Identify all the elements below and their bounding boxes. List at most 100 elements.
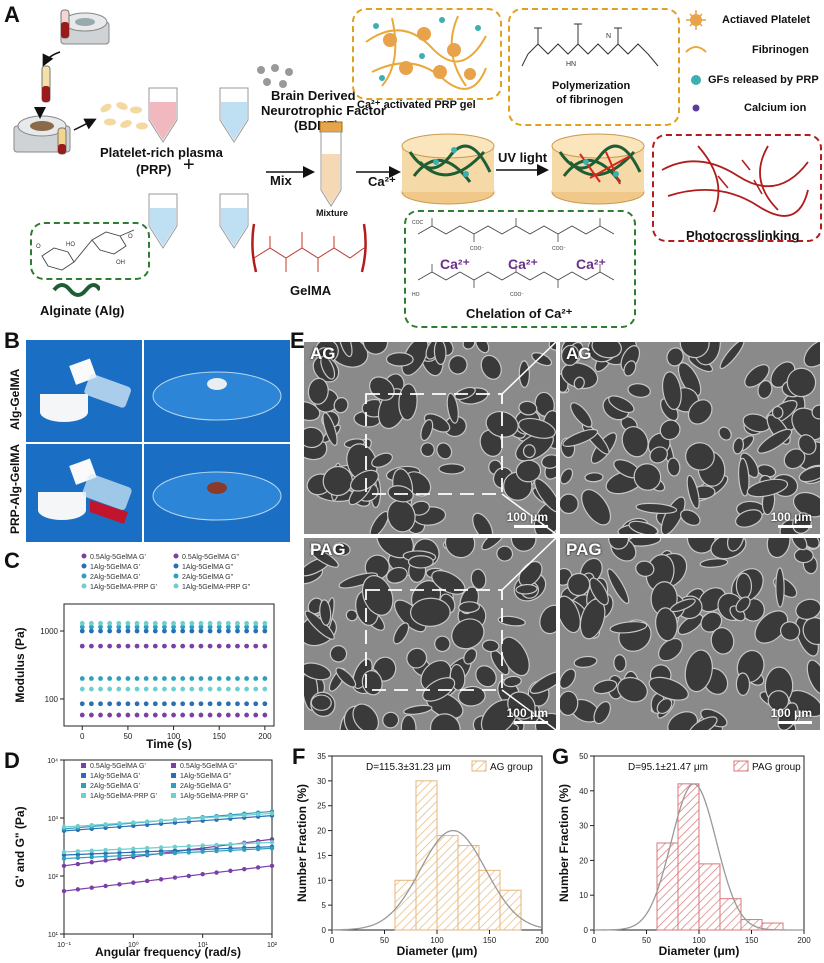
sem-pore (436, 442, 453, 460)
sem-pore (811, 404, 820, 420)
sem-ag-low-scale-text: 100 μm (506, 510, 548, 524)
d-legend-marker (171, 793, 176, 798)
g-ytick-label: 20 (579, 856, 588, 865)
sem-pag-high-scale-text: 100 μm (770, 706, 812, 720)
sem-pore (393, 622, 410, 645)
d-data-point (186, 843, 191, 849)
sem-pore (562, 428, 599, 447)
panel-c-letter: C (4, 548, 20, 573)
sem-pore (744, 364, 770, 388)
sem-pore (539, 604, 556, 635)
c-legend-label: 1Alg-5GelMA G" (182, 564, 234, 571)
d-data-point (131, 880, 136, 885)
sem-pore (793, 548, 814, 564)
d-data-point (89, 854, 94, 860)
d-data-point (200, 815, 205, 821)
prp-tube-icon (57, 127, 67, 155)
d-series-line (63, 846, 273, 856)
d-data-point (89, 860, 94, 865)
d-data-point (117, 821, 122, 826)
d-data-point (103, 847, 108, 853)
sem-pore (738, 457, 750, 497)
sem-pore (775, 567, 785, 608)
c-data-point (162, 712, 167, 718)
sem-pore (515, 459, 542, 483)
g-ytick-label: 30 (579, 822, 588, 831)
prp-abbr: (PRP) (136, 162, 172, 177)
sem-pore (797, 434, 817, 455)
sem-pore (608, 395, 635, 414)
d-data-point (228, 842, 233, 847)
sem-pore (584, 472, 604, 483)
c-data-point (107, 643, 113, 649)
ca-prp-gel-label: Ca²⁺ activated PRP gel (357, 99, 476, 111)
c-data-point (98, 686, 103, 692)
sem-pore (400, 714, 417, 730)
c-data-point (207, 620, 213, 626)
d-data-point (242, 866, 247, 872)
svg-text:OH: OH (116, 260, 125, 266)
c-data-point (125, 701, 131, 707)
bdnf-line1: Brain Derived (271, 88, 356, 103)
prp-gel-box (352, 8, 502, 100)
c-data-point (143, 676, 149, 681)
c-data-point (125, 712, 131, 718)
c-data-point (116, 701, 122, 707)
c-data-point (189, 701, 195, 707)
f-ylabel: Number Fraction (%) (295, 784, 309, 902)
f-xlabel: Diameter (μm) (397, 944, 478, 958)
sem-pore (658, 637, 683, 662)
c-data-point (235, 686, 240, 692)
d-data-point (89, 822, 94, 828)
d-data-point (75, 861, 81, 867)
sem-pore (635, 560, 655, 577)
sem-pore (798, 465, 820, 483)
d-data-point (269, 811, 275, 816)
c-data-point (125, 686, 131, 692)
c-data-point (244, 701, 250, 707)
sem-pore (518, 360, 530, 388)
c-data-point (125, 643, 131, 649)
c-data-point (152, 624, 158, 630)
c-data-point (125, 628, 131, 634)
c-data-point (180, 643, 186, 649)
d-data-point (242, 847, 247, 852)
sem-pore (609, 621, 648, 634)
g-ytick-label: 10 (579, 891, 588, 900)
svg-text:COC: COC (412, 220, 424, 226)
f-stat-label: D=115.3±31.23 μm (366, 762, 451, 773)
d-data-point (117, 882, 122, 887)
c-data-point (225, 686, 231, 692)
sem-pore (767, 690, 790, 712)
panel-g-letter: G (552, 744, 570, 769)
c-data-point (88, 712, 94, 718)
c-data-point (79, 676, 85, 681)
c-data-point (79, 628, 85, 634)
sem-zoom-box (365, 393, 503, 495)
c-data-point (253, 686, 259, 692)
c-data-point (116, 628, 122, 634)
c-data-point (143, 620, 149, 626)
sem-pore (754, 610, 789, 644)
sem-pore (786, 367, 817, 398)
sem-pore (686, 474, 700, 510)
c-data-point (262, 686, 268, 692)
g-bar (719, 898, 742, 931)
sem-pore (309, 547, 339, 568)
c-data-point (79, 620, 85, 626)
d-data-point (158, 821, 164, 826)
sem-pore (669, 598, 696, 613)
sem-pore (688, 716, 718, 730)
d-data-point (200, 849, 205, 854)
c-data-point (171, 712, 176, 718)
c-data-point (244, 643, 250, 649)
sem-pore (457, 685, 486, 707)
sem-pore (345, 609, 358, 622)
c-legend-label: 2Alg-5GelMA G' (90, 574, 140, 581)
sem-pore (407, 555, 434, 569)
d-data-point (145, 845, 150, 851)
d-ytick-label: 10⁴ (47, 758, 58, 765)
sem-pore (475, 665, 497, 688)
panel-e-letter: E (290, 328, 305, 353)
d-data-point (200, 872, 205, 877)
